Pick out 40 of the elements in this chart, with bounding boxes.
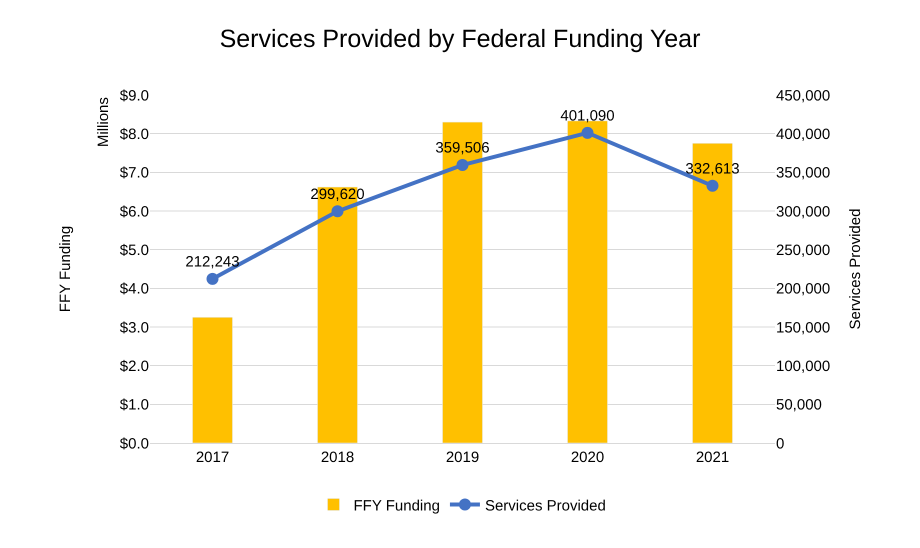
text: Millions xyxy=(95,97,112,148)
y2-tick-label: 350,000 xyxy=(776,164,830,182)
point xyxy=(456,158,468,171)
bar xyxy=(192,317,233,443)
x-tick-label: 2021 xyxy=(696,449,730,466)
y2-tick-label: 50,000 xyxy=(776,396,822,414)
x-tick-label: 2017 xyxy=(196,449,230,466)
point xyxy=(582,126,594,139)
y-tick-label: $4.0 xyxy=(120,280,149,298)
point xyxy=(332,205,344,218)
y2-tick-label: 100,000 xyxy=(776,358,830,375)
y2-tick-label: 250,000 xyxy=(776,242,830,259)
y-tick-label: $5.0 xyxy=(120,242,149,259)
y2-axis-title: Services Provided xyxy=(847,208,864,330)
y-tick-label: $7.0 xyxy=(120,164,149,182)
point xyxy=(706,180,718,192)
y-tick-label: $9.0 xyxy=(120,87,149,104)
y-tick-label: $3.0 xyxy=(120,319,149,336)
bar xyxy=(567,120,608,443)
data-label: 401,090 xyxy=(560,108,615,125)
y-axis-title: FFY Funding xyxy=(57,226,74,312)
y-tick-label: $6.0 xyxy=(120,203,149,220)
y2-tick-label: 0 xyxy=(776,435,784,452)
y2-tick-label: 200,000 xyxy=(776,280,830,298)
x-tick-label: 2020 xyxy=(570,449,604,466)
y-tick-label: $2.0 xyxy=(120,358,149,375)
data-label: 212,243 xyxy=(185,254,240,271)
x-tick-label: 2019 xyxy=(446,449,480,466)
y2-tick-label: 150,000 xyxy=(776,319,830,336)
y-tick-label: $1.0 xyxy=(120,396,149,414)
x-tick-label: 2018 xyxy=(320,449,354,466)
y-tick-label: $8.0 xyxy=(120,126,149,143)
legend-label: FFY Funding xyxy=(354,497,440,514)
chart-title: Services Provided by Federal Funding Year xyxy=(220,25,700,54)
y-tick-label: $0.0 xyxy=(120,435,149,452)
point xyxy=(206,272,218,285)
legend-label: Services Provided xyxy=(484,497,606,514)
y2-tick-label: 400,000 xyxy=(776,126,830,143)
y2-tick-label: 450,000 xyxy=(776,87,830,104)
y2-tick-label: 300,000 xyxy=(776,203,830,220)
